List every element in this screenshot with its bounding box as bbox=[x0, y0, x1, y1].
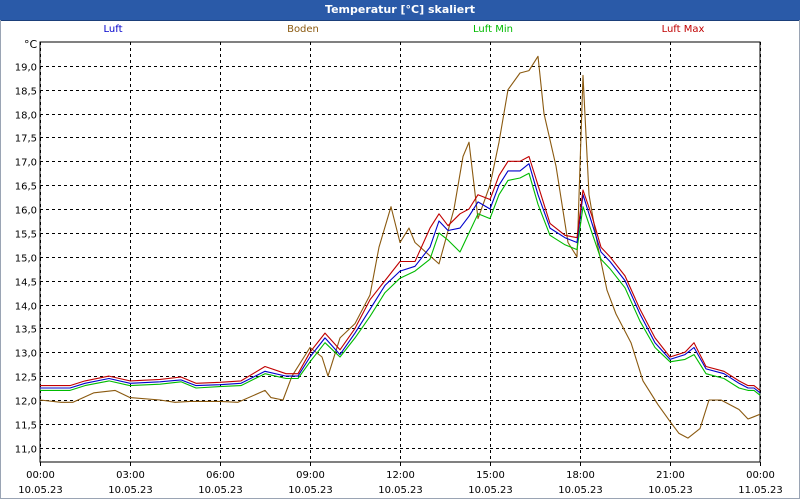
y-tick-label: 19,0 bbox=[15, 63, 37, 74]
window-title: Temperatur [°C] skaliert bbox=[325, 3, 475, 16]
y-tick-label: 18,5 bbox=[15, 87, 37, 98]
x-tick-time-label: 00:00 bbox=[26, 470, 55, 481]
x-tick-date-label: 10.05.23 bbox=[198, 485, 243, 496]
y-tick-label: 13,5 bbox=[15, 325, 37, 336]
series-line-luft-max bbox=[40, 155, 761, 391]
y-tick-label: 16,5 bbox=[15, 182, 37, 193]
y-tick-label: 14,5 bbox=[15, 278, 37, 289]
y-tick-label: 18,0 bbox=[15, 111, 37, 122]
x-tick-date-label: 10.05.23 bbox=[558, 485, 603, 496]
y-tick-label: 17,0 bbox=[15, 158, 37, 169]
y-tick-label: 11,5 bbox=[15, 421, 37, 432]
series-line-luft-min bbox=[40, 172, 761, 396]
x-tick-time-label: 06:00 bbox=[206, 470, 235, 481]
y-tick-label: 16,0 bbox=[15, 206, 37, 217]
x-tick-date-label: 10.05.23 bbox=[18, 485, 63, 496]
y-tick-label: 15,5 bbox=[15, 230, 37, 241]
y-tick-label: 15,0 bbox=[15, 254, 37, 265]
x-tick-date-label: 10.05.23 bbox=[648, 485, 693, 496]
y-tick-label: 12,5 bbox=[15, 373, 37, 384]
x-tick-time-label: 03:00 bbox=[116, 470, 145, 481]
x-tick-date-label: 11.05.23 bbox=[738, 485, 783, 496]
x-tick-date-label: 10.05.23 bbox=[288, 485, 333, 496]
series-line-luft bbox=[40, 163, 761, 394]
y-axis-unit: °C bbox=[24, 38, 38, 51]
x-tick-time-label: 15:00 bbox=[476, 470, 505, 481]
series-line-boden bbox=[39, 55, 761, 439]
x-tick-date-label: 10.05.23 bbox=[108, 485, 153, 496]
x-tick-time-label: 12:00 bbox=[386, 470, 415, 481]
y-tick-label: 13,0 bbox=[15, 349, 37, 360]
x-tick-time-label: 09:00 bbox=[296, 470, 325, 481]
x-tick-time-label: 18:00 bbox=[566, 470, 595, 481]
y-tick-label: 17,5 bbox=[15, 134, 37, 145]
y-tick-label: 12,0 bbox=[15, 397, 37, 408]
legend-luft-min: Luft Min bbox=[473, 24, 513, 35]
x-tick-time-label: 21:00 bbox=[656, 470, 685, 481]
x-tick-time-label: 00:00 bbox=[746, 470, 775, 481]
legend-luft: Luft bbox=[103, 24, 123, 35]
title-bar: Temperatur [°C] skaliert bbox=[0, 0, 800, 21]
legend-luft-max: Luft Max bbox=[661, 24, 705, 35]
x-tick-date-label: 10.05.23 bbox=[468, 485, 513, 496]
y-tick-label: 14,0 bbox=[15, 302, 37, 313]
y-tick-label: 11,0 bbox=[15, 445, 37, 456]
legend-boden: Boden bbox=[287, 24, 319, 35]
x-tick-date-label: 10.05.23 bbox=[378, 485, 423, 496]
